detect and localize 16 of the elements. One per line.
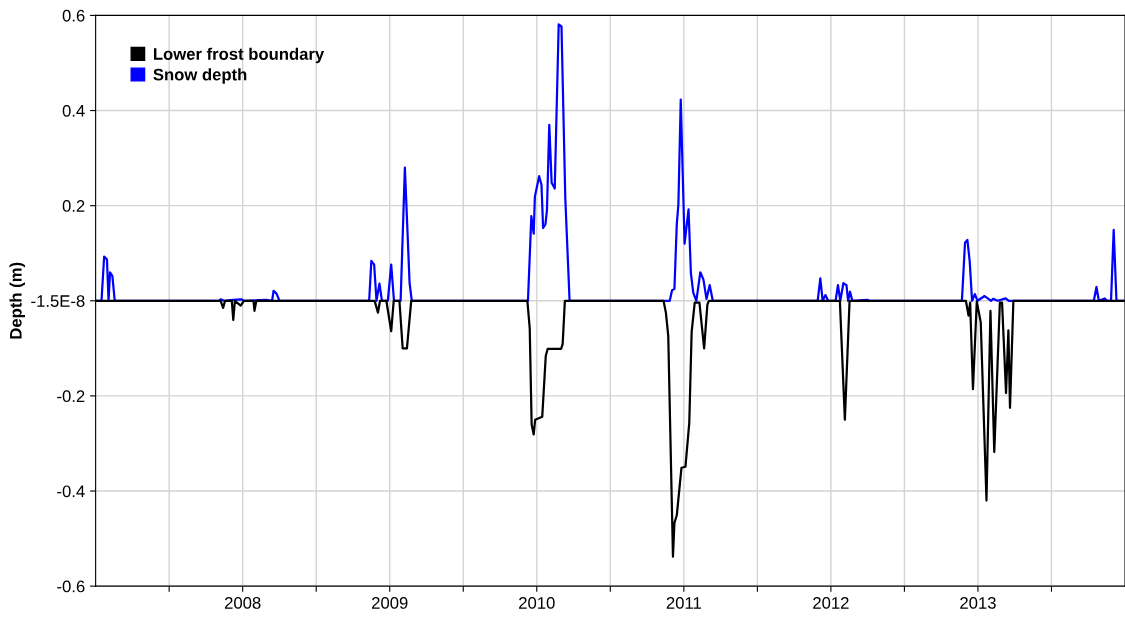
x-tick-label: 2013 (960, 597, 996, 609)
x-tick-label: 2008 (224, 597, 261, 609)
x-tick-label: 2011 (666, 597, 701, 609)
y-tick-label: 0.6 (62, 9, 85, 22)
y-tick-label: 0.4 (62, 104, 85, 117)
y-tick-label: -0.2 (57, 390, 85, 403)
y-tick-label: -1.5E-8 (31, 295, 85, 307)
legend-label: Snow depth (153, 68, 247, 84)
legend-label: Lower frost boundary (153, 47, 325, 64)
y-tick-label: 0.2 (62, 200, 85, 212)
y-tick-label: -0.4 (57, 485, 85, 498)
x-tick-label: 2009 (372, 597, 408, 609)
y-axis-title: Depth (m) (9, 262, 25, 339)
x-tick-label: 2012 (813, 597, 849, 609)
x-tick-label: 2010 (519, 597, 555, 609)
y-tick-label: -0.6 (57, 580, 85, 593)
